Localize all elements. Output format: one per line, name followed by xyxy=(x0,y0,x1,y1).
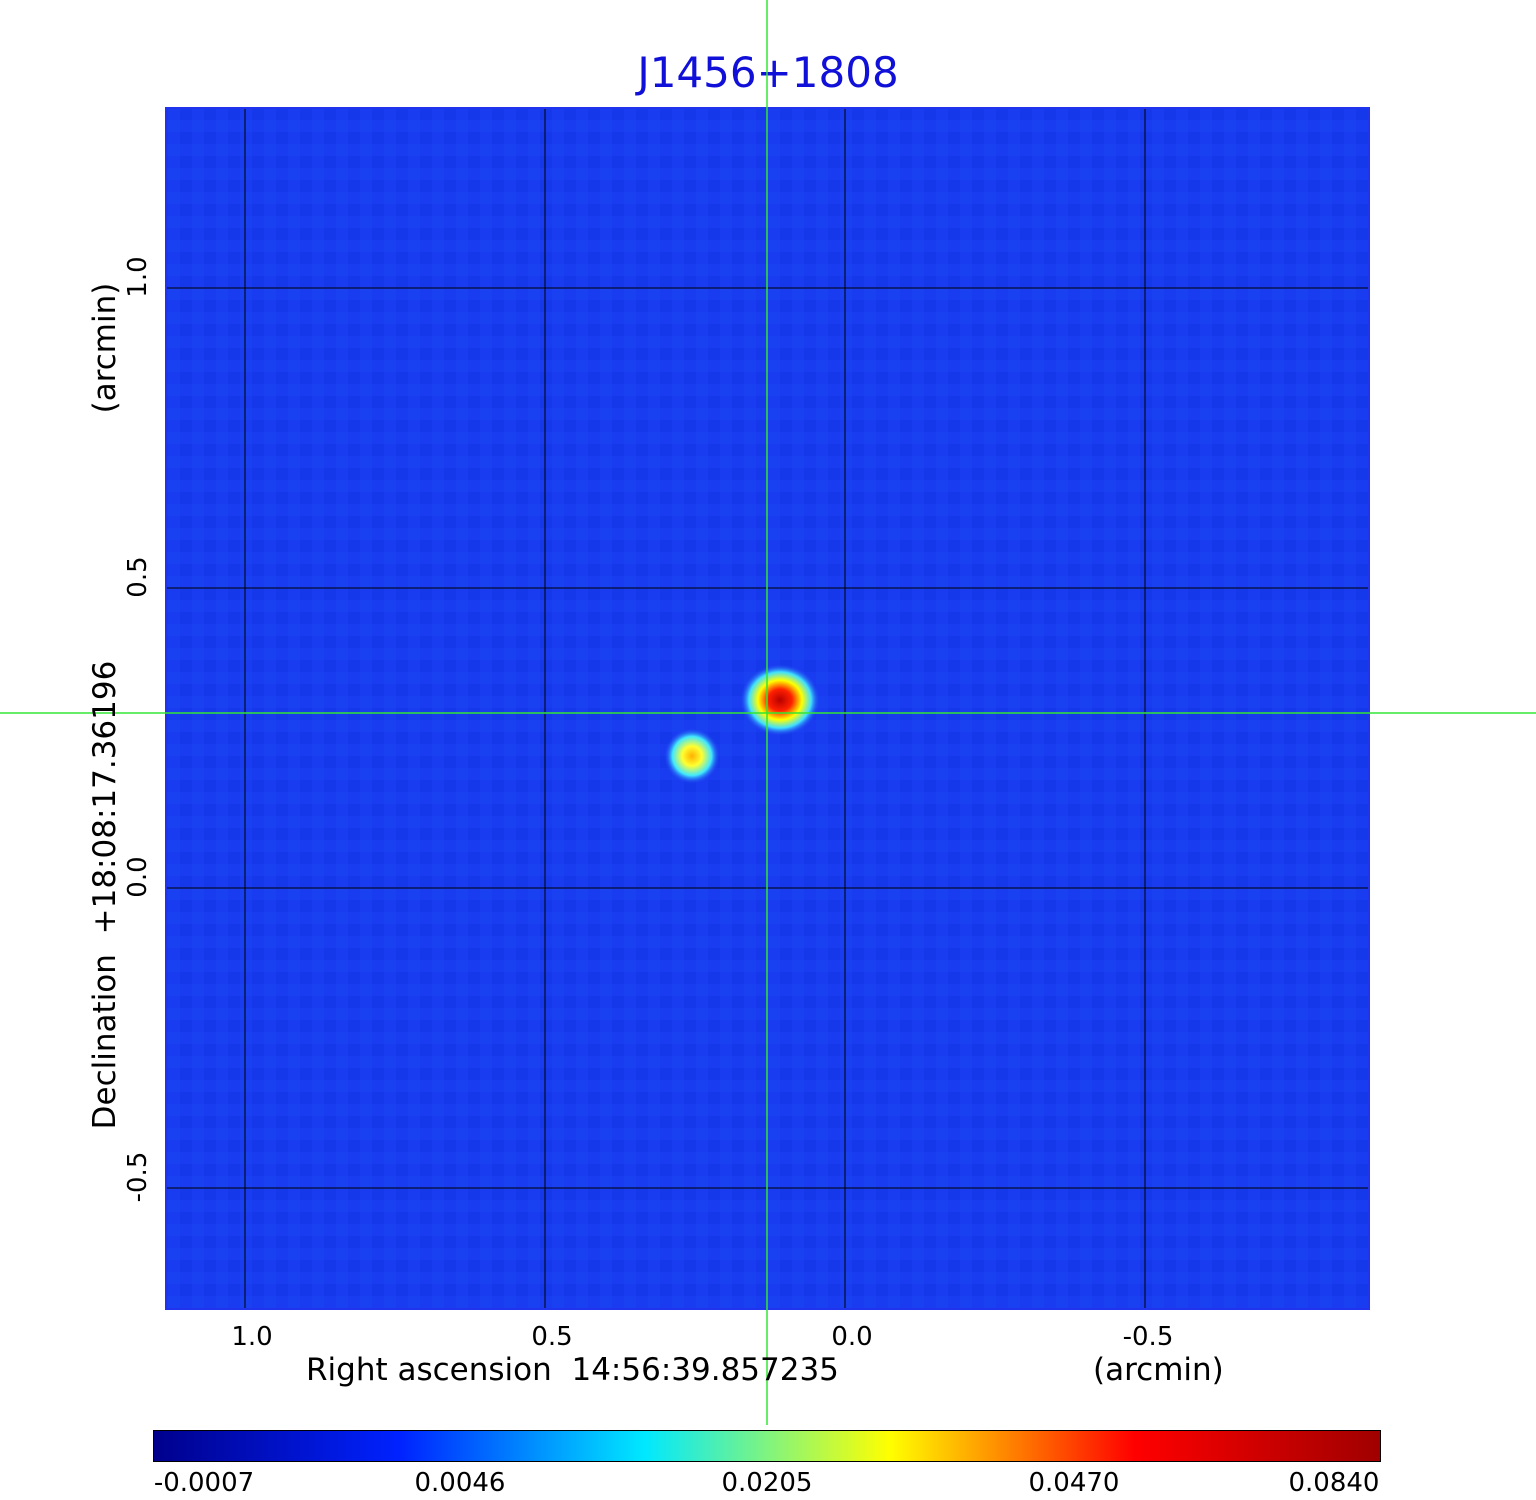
colorbar-tick-label: 0.0840 xyxy=(1288,1468,1380,1498)
colorbar-tick-label: -0.0007 xyxy=(153,1468,255,1498)
x-tick-label: -0.5 xyxy=(1122,1322,1174,1352)
y-tick-label: 0.5 xyxy=(123,556,153,598)
colorbar-tick-label: 0.0470 xyxy=(1028,1468,1120,1498)
y-axis-unit: (arcmin) xyxy=(87,282,123,414)
y-tick-label: 1.0 xyxy=(123,256,153,298)
x-tick-label: 0.5 xyxy=(531,1322,573,1352)
x-tick-label: 1.0 xyxy=(231,1322,273,1352)
colorbar-tick-label: 0.0046 xyxy=(414,1468,506,1498)
x-axis-unit: (arcmin) xyxy=(1093,1352,1224,1388)
colorbar-tick-label: 0.0205 xyxy=(721,1468,813,1498)
y-tick-label: 0.0 xyxy=(123,856,153,898)
x-tick-label: 0.0 xyxy=(831,1322,873,1352)
colorbar xyxy=(153,1430,1381,1462)
y-axis-label: Declination +18:08:17.36196 xyxy=(87,660,123,1130)
x-axis-label: Right ascension 14:56:39.857235 xyxy=(306,1352,839,1388)
y-tick-label: -0.5 xyxy=(123,1151,153,1203)
sky-image[interactable] xyxy=(165,107,1370,1310)
image-title: J1456+1808 xyxy=(637,48,899,97)
